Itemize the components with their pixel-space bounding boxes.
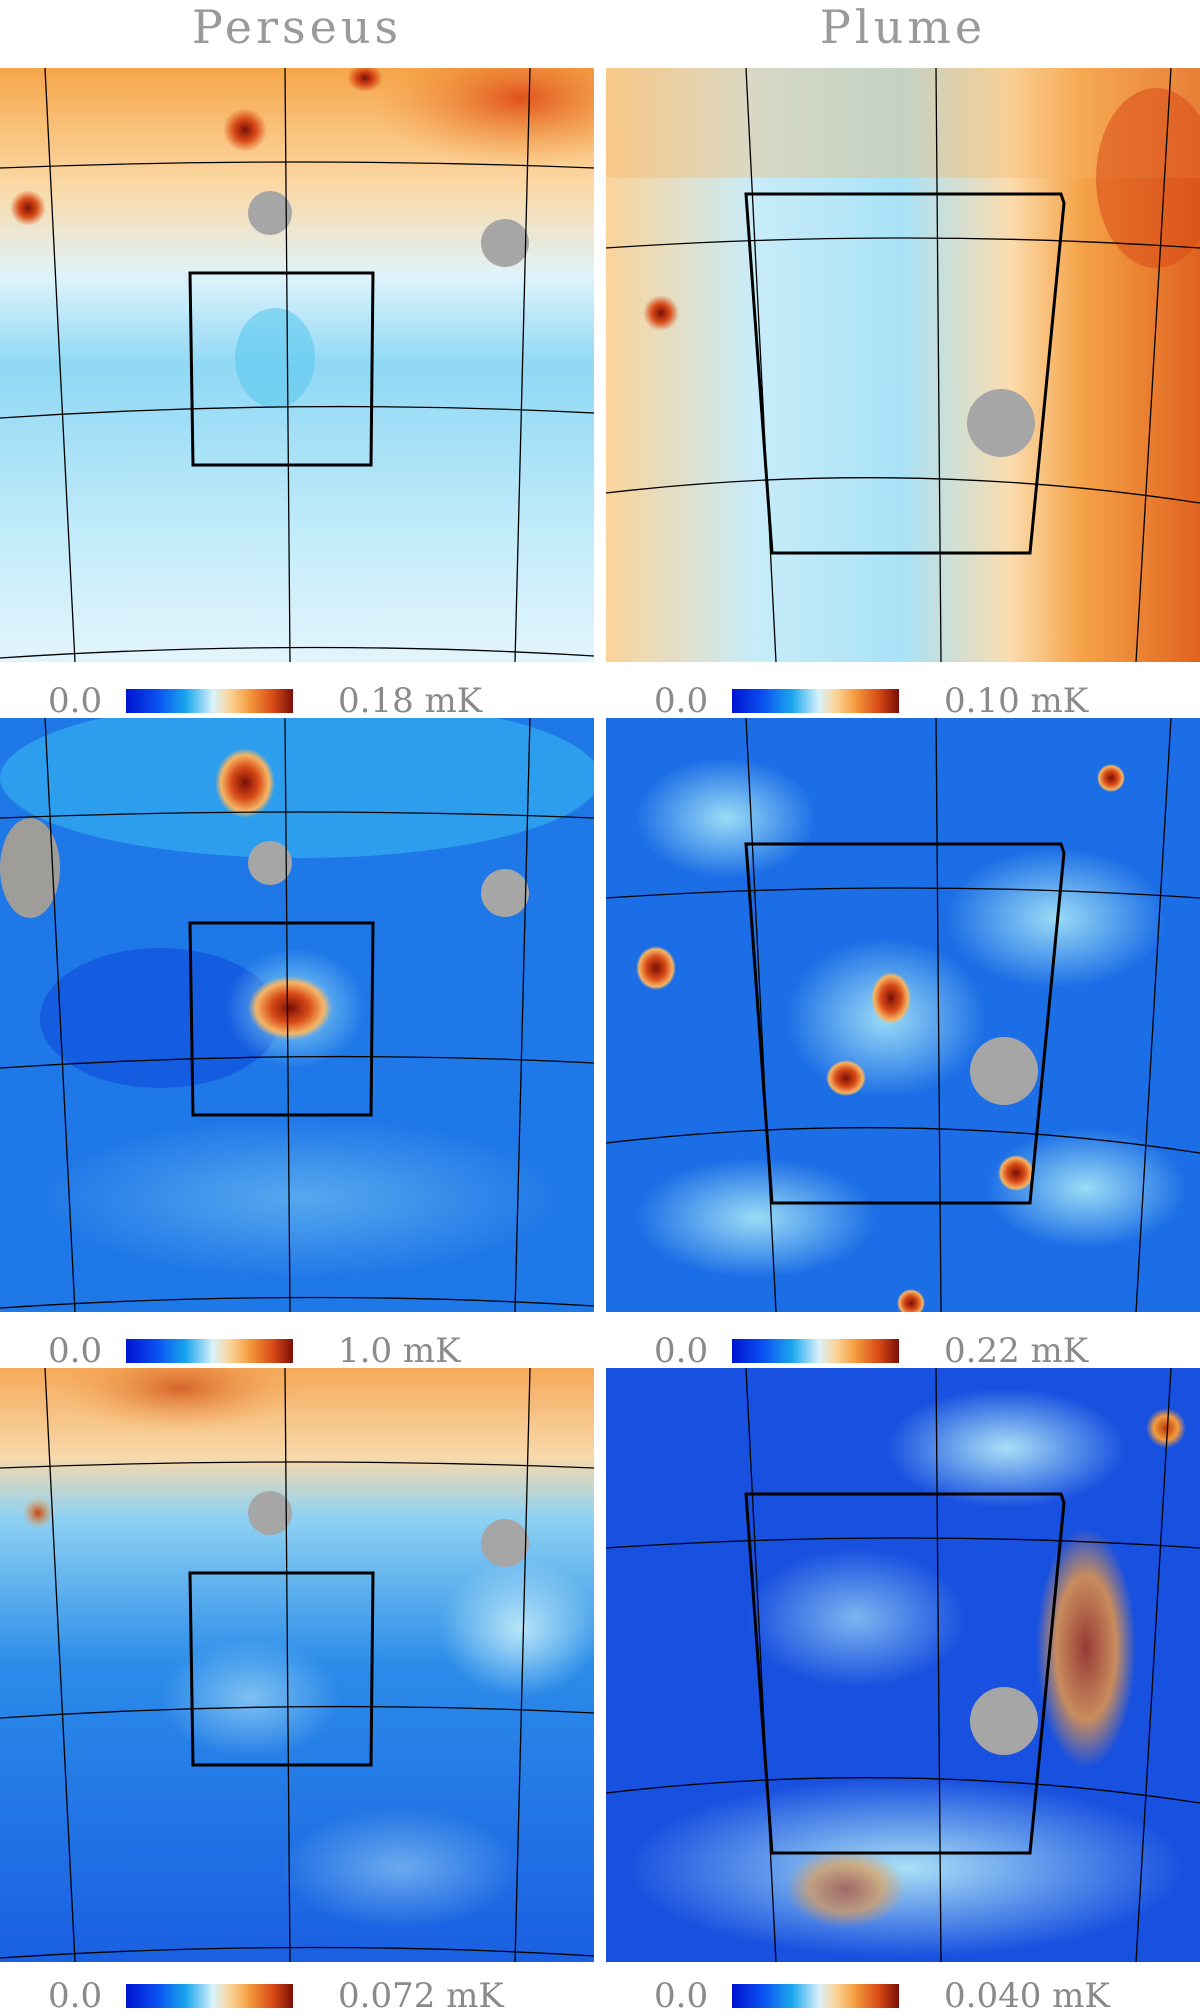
colorbar-plume-1: 0.0 0.10 mK [654,681,1154,721]
colorbar-perseus-1: 0.0 0.18 mK [48,681,548,721]
colorbar-ramp [126,689,293,713]
colorbar-plume-3: 0.0 0.040 mK [654,1976,1154,2016]
colorbar-ramp [732,689,899,713]
scale-max-label: 0.040 mK [944,1976,1110,2016]
map-panel-perseus-1 [0,68,594,662]
colorbar-ramp [732,1339,899,1363]
map-panel-perseus-3 [0,1368,594,1962]
scale-min-label: 0.0 [48,1331,103,1371]
scale-max-label: 0.10 mK [944,681,1089,721]
map-panel-perseus-2 [0,718,594,1312]
scale-min-label: 0.0 [654,1976,709,2016]
colorbar-ramp [126,1339,293,1363]
column-title-plume: Plume [819,0,987,54]
mask-disc [248,191,292,235]
map-panel-plume-1 [606,68,1200,662]
scale-max-label: 0.22 mK [944,1331,1089,1371]
scale-max-label: 0.072 mK [338,1976,504,2016]
colorbar-plume-2: 0.0 0.22 mK [654,1331,1154,1371]
column-title-perseus: Perseus [191,0,403,54]
map-panel-plume-2 [606,718,1200,1312]
scale-min-label: 0.0 [654,1331,709,1371]
colorbar-ramp [732,1984,899,2008]
scale-max-label: 1.0 mK [338,1331,461,1371]
colorbar-perseus-2: 0.0 1.0 mK [48,1331,548,1371]
colorbar-perseus-3: 0.0 0.072 mK [48,1976,548,2016]
map-panel-plume-3 [606,1368,1200,1962]
scale-min-label: 0.0 [48,681,103,721]
scale-max-label: 0.18 mK [338,681,483,721]
scale-min-label: 0.0 [654,681,709,721]
colorbar-ramp [126,1984,293,2008]
scale-min-label: 0.0 [48,1976,103,2016]
